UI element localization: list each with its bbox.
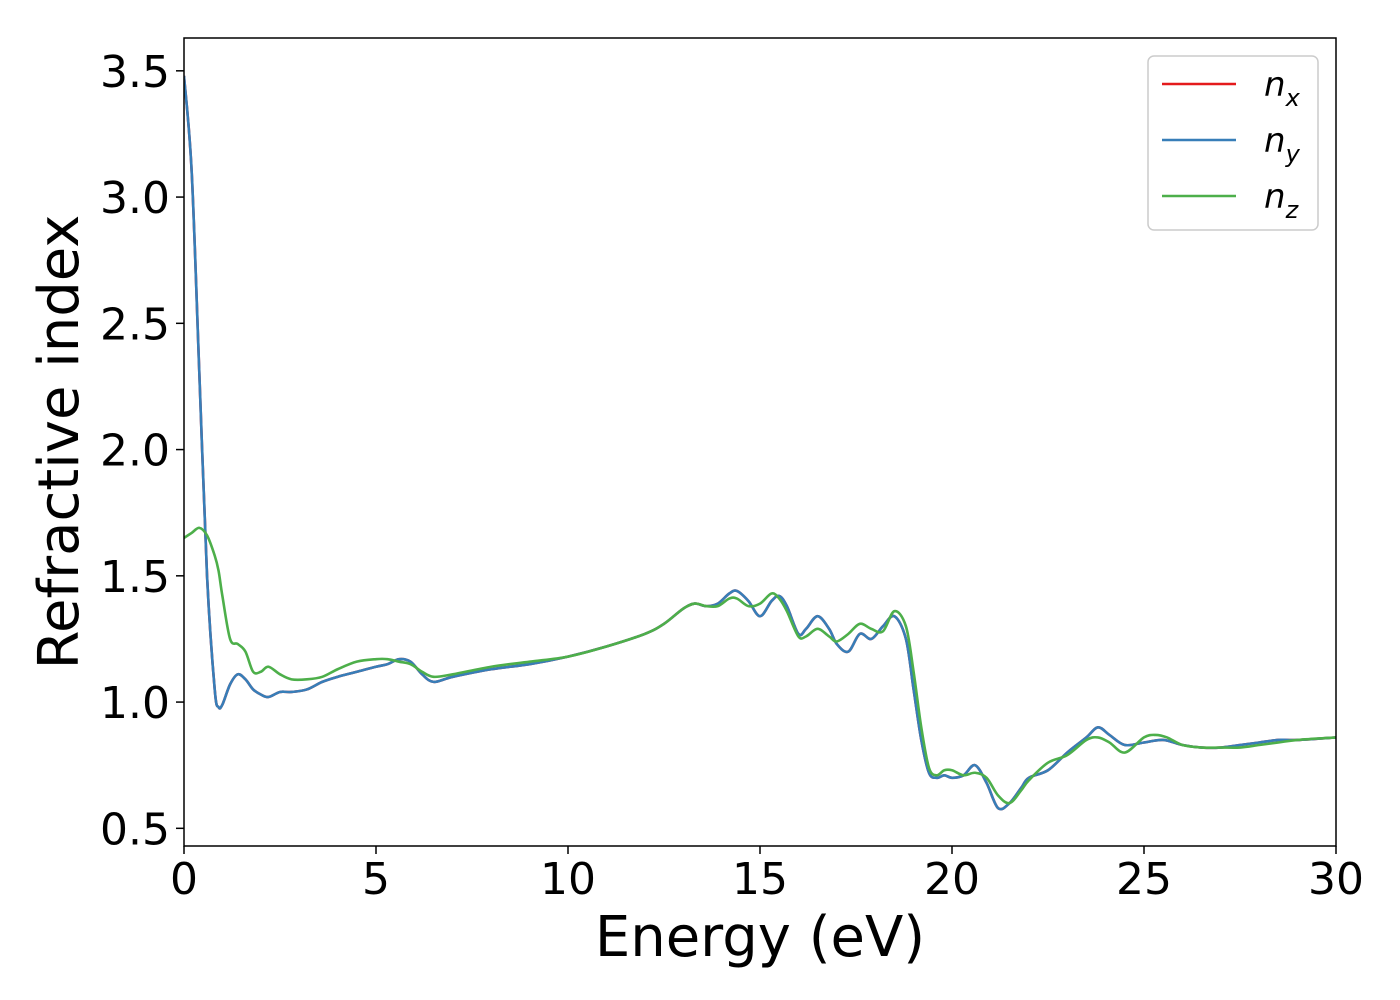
legend-label-subscript: x — [1285, 84, 1301, 112]
y-tick-label: 1.5 — [100, 552, 170, 603]
legend-label-main: n — [1264, 121, 1286, 161]
series-layer — [184, 75, 1336, 811]
series-line-ny — [184, 75, 1336, 811]
x-tick-label: 0 — [170, 854, 198, 905]
legend-label-nx: nx — [1264, 65, 1301, 112]
legend-label-subscript: y — [1285, 140, 1301, 168]
legend-label-main: n — [1264, 177, 1286, 217]
legend-label-nz: nz — [1264, 177, 1300, 224]
x-tick-label: 30 — [1308, 854, 1364, 905]
x-tick-label: 20 — [924, 854, 980, 905]
x-tick-label: 10 — [540, 854, 596, 905]
y-tick-label: 1.0 — [100, 678, 170, 729]
x-axis: 0 5 10 15 20 25 30 — [170, 846, 1364, 905]
y-tick-label: 2.0 — [100, 426, 170, 477]
legend-label-main: n — [1264, 65, 1286, 105]
y-tick-label: 0.5 — [100, 804, 170, 855]
x-tick-label: 5 — [362, 854, 390, 905]
y-tick-label: 2.5 — [100, 299, 170, 350]
x-tick-label: 15 — [732, 854, 788, 905]
y-axis-title: Refractive index — [27, 215, 92, 670]
x-tick-label: 25 — [1116, 854, 1172, 905]
x-axis-title: Energy (eV) — [595, 905, 925, 970]
series-line-nz — [184, 526, 1336, 805]
legend-label-subscript: z — [1285, 196, 1300, 224]
y-tick-label: 3.0 — [100, 173, 170, 224]
y-tick-label: 3.5 — [100, 47, 170, 98]
legend-box — [1147, 55, 1319, 231]
legend-label-ny: ny — [1264, 121, 1301, 168]
y-axis: 0.5 1.0 1.5 2.0 2.5 3.0 3.5 — [100, 47, 184, 855]
